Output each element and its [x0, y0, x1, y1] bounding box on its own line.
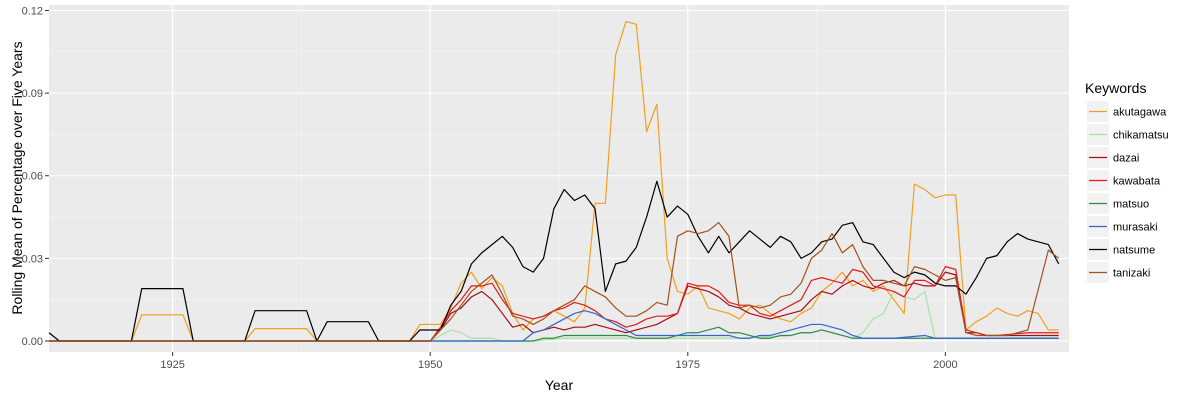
x-tick-label: 2000 [933, 359, 957, 371]
series-line-kawabata [49, 266, 1059, 342]
x-tick-label: 1975 [676, 359, 700, 371]
series-layer [48, 20, 1060, 342]
y-tick-label: 0.00 [22, 336, 43, 348]
legend-item-natsume: natsume [1087, 239, 1155, 260]
x-axis: 1925 1950 1975 2000 [160, 352, 958, 371]
y-tick-label: 0.06 [22, 171, 43, 183]
legend-label: natsume [1113, 245, 1155, 257]
legend-item-dazai: dazai [1087, 147, 1139, 168]
legend-label: akutagawa [1113, 107, 1167, 119]
x-tick-label: 1925 [160, 359, 184, 371]
legend-item-kawabata: kawabata [1087, 170, 1161, 191]
legend-item-murasaki: murasaki [1087, 216, 1158, 237]
legend-item-chikamatsu: chikamatsu [1087, 124, 1169, 145]
legend-item-tanizaki: tanizaki [1087, 262, 1150, 283]
legend-label: matsuo [1113, 199, 1149, 211]
x-tick-label: 1950 [418, 359, 442, 371]
grid-minor [49, 5, 1069, 352]
legend-label: tanizaki [1113, 268, 1150, 280]
legend: Keywords akutagawa chikamatsu dazai kawabat… [1085, 80, 1169, 283]
legend-item-matsuo: matsuo [1087, 193, 1149, 214]
legend-title: Keywords [1085, 80, 1146, 96]
legend-item-akutagawa: akutagawa [1087, 101, 1167, 122]
legend-label: dazai [1113, 153, 1139, 165]
y-tick-label: 0.09 [22, 88, 43, 100]
legend-label: chikamatsu [1113, 130, 1169, 142]
legend-label: kawabata [1113, 176, 1161, 188]
y-axis: 0.00 0.03 0.06 0.09 0.12 [22, 6, 49, 348]
legend-items: akutagawa chikamatsu dazai kawabata matsuo mu… [1087, 101, 1169, 283]
y-axis-label: Rolling Mean of Percentage over Five Yea… [9, 41, 25, 314]
series-line-matsuo [49, 326, 1059, 342]
legend-label: murasaki [1113, 222, 1158, 234]
series-line-murasaki [49, 310, 1059, 342]
x-axis-label: Year [545, 377, 574, 393]
grid-major [49, 5, 1069, 352]
y-tick-label: 0.03 [22, 253, 43, 265]
y-tick-label: 0.12 [22, 6, 43, 18]
series-line-tanizaki [49, 221, 1060, 342]
